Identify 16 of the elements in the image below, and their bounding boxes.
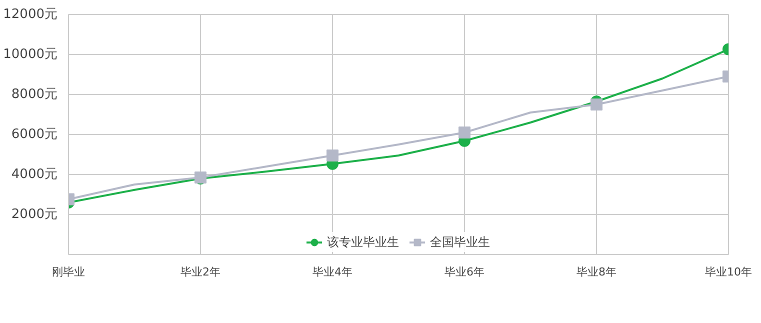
y-tick-label: 12000元: [3, 7, 58, 22]
x-tick-label: 毕业10年: [705, 266, 752, 278]
point: [458, 126, 470, 138]
x-tick-label: 毕业2年: [180, 266, 220, 278]
y-tick-label: 8000元: [11, 87, 58, 102]
legend-label: 全国毕业生: [430, 234, 490, 250]
point: [326, 150, 338, 162]
y-tick-label: 10000元: [3, 47, 58, 62]
x-tick-label: 毕业6年: [444, 266, 484, 278]
x-tick-label: 刚毕业: [52, 266, 85, 278]
y-tick-label: 6000元: [11, 127, 58, 142]
legend-label: 该专业毕业生: [327, 234, 399, 250]
y-tick-label: 4000元: [11, 167, 58, 182]
y-tick-label: 2000元: [11, 207, 58, 222]
x-tick-label: 毕业8年: [576, 266, 616, 278]
x-tick-label: 毕业4年: [312, 266, 352, 278]
